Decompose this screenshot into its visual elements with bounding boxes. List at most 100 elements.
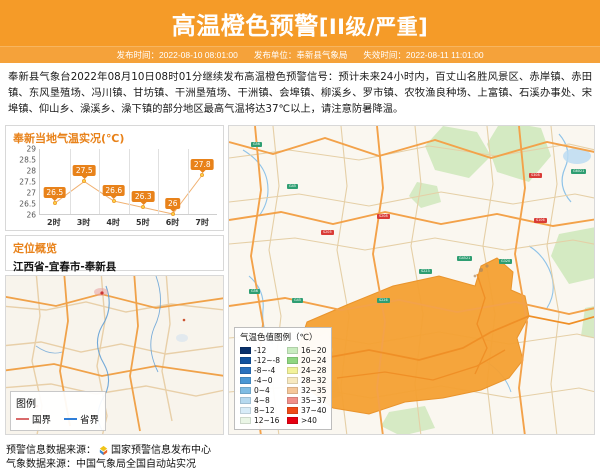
- location-overview-panel: 定位概览 江西省-宜春市-奉新县: [5, 234, 224, 273]
- location-title: 定位概览: [13, 241, 57, 255]
- temperature-legend-swatch: [240, 376, 251, 384]
- chart-data-label: 27.8: [190, 158, 214, 173]
- map-route-shield: G320: [499, 258, 513, 265]
- chart-x-axis: 2时 3时 4时 5时 6时 7时: [39, 217, 217, 229]
- meta-bar: 发布时间：2022-08-10 08:01:00 发布单位：奉新县气象局 失效时…: [0, 46, 600, 63]
- map-route-shield: G6021: [571, 168, 587, 175]
- map-route-shield: G56: [251, 141, 262, 148]
- temperature-legend-label: 28~32: [301, 375, 327, 385]
- map-route-shield: S223: [419, 268, 432, 275]
- temperature-legend-swatch: [287, 396, 299, 404]
- temperature-legend-label: -4~0: [254, 375, 273, 385]
- main-content: 奉新当地气温实况(℃) 29 28.5 28 27.5 27 26.5 26 26.5 27.…: [5, 124, 595, 435]
- footer-source-line: 预警信息数据来源： 国家预警信息发布中心: [6, 444, 600, 458]
- temperature-legend-swatch: [287, 346, 299, 354]
- footer-source-name: 国家预警信息发布中心: [111, 445, 211, 456]
- temperature-legend-label: 35~37: [301, 395, 327, 405]
- left-column: 奉新当地气温实况(℃) 29 28.5 28 27.5 27 26.5 26 26.5 27.…: [5, 124, 224, 435]
- boundary-legend: 图例 国界 省界: [10, 390, 107, 431]
- chart-data-label: 27.5: [72, 165, 96, 180]
- temperature-legend-label: 4~8: [254, 395, 270, 405]
- temperature-legend-item: 4~8: [240, 395, 280, 405]
- footer-source-prefix: 预警信息数据来源：: [6, 445, 96, 456]
- temperature-legend-swatch: [287, 406, 299, 414]
- chart-y-tick: 26.5: [19, 199, 36, 209]
- temperature-legend-right-column: 16~20 20~24 24~28 28~32 32~35 35~37 37~40 >40: [287, 345, 326, 425]
- warning-area-map[interactable]: G56 G45 S208 S205 S308 S106 G6021 G4521 G320 S223…: [228, 124, 595, 435]
- boundary-legend-item: 国界: [16, 412, 51, 426]
- temperature-legend-swatch: [240, 386, 251, 394]
- issuer: 发布单位：奉新县气象局: [253, 50, 348, 60]
- temperature-legend-swatch: [287, 366, 299, 374]
- chart-x-tick: 2时: [47, 217, 61, 227]
- chart-data-point: [82, 179, 87, 184]
- temperature-legend-item: >40: [287, 415, 326, 425]
- warning-body-text: 奉新县气象台2022年08月10日08时01分继续发布高温橙色预警信号：预计未来…: [8, 71, 592, 115]
- temperature-legend-label: 16~20: [301, 345, 327, 355]
- issue-time: 发布时间：2022-08-10 08:01:00: [116, 50, 238, 60]
- temperature-legend-swatch: [240, 356, 251, 364]
- temperature-legend-label: 0~4: [254, 385, 270, 395]
- temperature-legend-item: 37~40: [287, 405, 326, 415]
- map-route-shield: S226: [377, 297, 390, 304]
- overview-map-graphic: [6, 275, 223, 434]
- chart-gridline: [187, 148, 189, 214]
- temperature-legend-swatch: [240, 396, 251, 404]
- page-title-main: 高温橙色预警: [171, 11, 319, 40]
- chart-gridline: [128, 148, 130, 214]
- temperature-legend-item: 0~4: [240, 385, 280, 395]
- temperature-legend-label: -12~-8: [254, 355, 281, 365]
- temperature-legend-item: 35~37: [287, 395, 326, 405]
- temperature-legend-item: 28~32: [287, 375, 326, 385]
- page-title-grade: [II级/严重]: [318, 14, 429, 39]
- page-footer: 预警信息数据来源： 国家预警信息发布中心 气象数据来源：中国气象局全国自动站实况: [0, 441, 600, 471]
- boundary-legend-swatch: [64, 417, 78, 420]
- map-route-shield: G4521: [457, 255, 473, 262]
- chart-plot: 26.5 27.5 26.6 26.3 26 27.8: [39, 148, 217, 216]
- page-header: 高温橙色预警[II级/严重]: [0, 0, 600, 46]
- map-route-shield: G45: [287, 183, 298, 190]
- chart-gridline: [99, 148, 100, 214]
- temperature-legend-swatch: [287, 386, 299, 394]
- chart-x-tick: 6时: [165, 217, 180, 227]
- temperature-legend-item: -12: [240, 345, 280, 355]
- chart-data-point: [170, 211, 175, 216]
- map-route-shield: S308: [529, 172, 542, 179]
- boundary-legend-label: 省界: [80, 414, 100, 426]
- temperature-legend-label: -8~-4: [254, 365, 276, 375]
- map-route-shield: G45: [292, 297, 303, 304]
- temperature-legend-label: 24~28: [301, 365, 327, 375]
- temperature-legend-swatch: [240, 406, 251, 414]
- chart-area: 29 28.5 28 27.5 27 26.5 26 26.5 27.5 26.6 26.3 26 2…: [10, 144, 219, 231]
- chart-y-tick: 29: [26, 144, 36, 154]
- temperature-legend-item: 32~35: [287, 385, 326, 395]
- chart-data-point: [111, 198, 116, 203]
- chart-y-tick: 27.5: [19, 177, 36, 187]
- boundary-legend-title: 图例: [16, 398, 36, 410]
- overview-map[interactable]: 图例 国界 省界: [5, 274, 224, 435]
- temperature-legend-item: 8~12: [240, 405, 280, 415]
- chart-data-point: [52, 201, 57, 206]
- chart-data-label: 26: [164, 197, 181, 212]
- temperature-legend-label: -12: [254, 345, 267, 355]
- map-route-shield: S208: [377, 213, 390, 220]
- footer-data-line: 气象数据来源：中国气象局全国自动站实况: [6, 458, 600, 471]
- temperature-legend-item: 20~24: [287, 355, 326, 365]
- temperature-legend-swatch: [287, 356, 299, 364]
- chart-y-tick: 27: [26, 188, 36, 198]
- temperature-legend-label: 20~24: [301, 355, 327, 365]
- location-subtitle: 江西省-宜春市-奉新县: [13, 260, 117, 273]
- temperature-chart-panel: 奉新当地气温实况(℃) 29 28.5 28 27.5 27 26.5 26 26.5 27.…: [5, 124, 224, 231]
- temperature-legend-swatch: [240, 416, 251, 424]
- chart-y-tick: 28.5: [19, 155, 36, 165]
- boundary-legend-swatch: [16, 417, 29, 420]
- expire-time: 失效时间：2022-08-11 11:01:00: [363, 50, 484, 60]
- temperature-legend-item: -4~0: [240, 375, 280, 385]
- chart-x-tick: 5时: [136, 217, 150, 227]
- boundary-legend-item: 省界: [64, 412, 99, 426]
- temperature-color-legend: 气温色值图例（℃） -12 -12~-8 -8~-4 -4~0 0~4 4~8 8~12 12…: [234, 327, 333, 430]
- map-route-shield: G56: [249, 288, 260, 295]
- chart-x-tick: 4时: [106, 217, 120, 227]
- temperature-legend-columns: -12 -12~-8 -8~-4 -4~0 0~4 4~8 8~12 12~16 16~20 2…: [240, 345, 326, 425]
